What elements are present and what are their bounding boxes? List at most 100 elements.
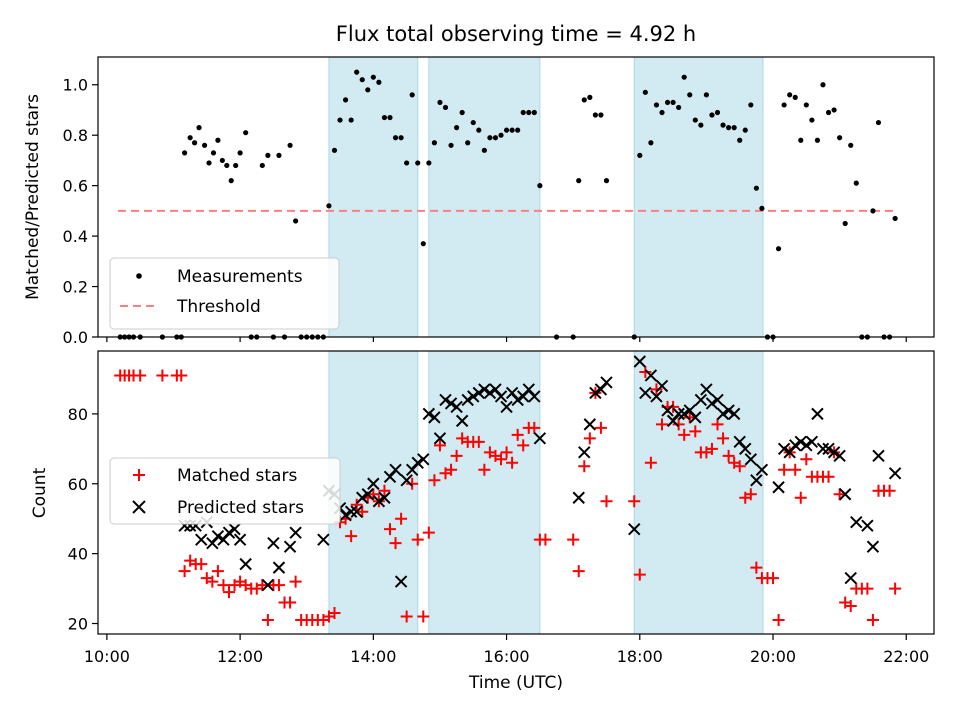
measurement-point	[670, 99, 676, 106]
predicted-star-point	[389, 463, 402, 476]
measurement-point	[537, 183, 543, 189]
measurement-point	[787, 92, 793, 98]
matched-star-point	[478, 463, 491, 476]
predicted-star-point	[428, 411, 441, 424]
predicted-star-point	[589, 386, 602, 400]
matched-star-point	[433, 439, 446, 452]
matched-star-point	[750, 561, 763, 574]
matched-star-point	[389, 537, 402, 550]
predicted-star-point	[350, 505, 363, 518]
measurement-point	[798, 137, 804, 143]
matched-star-point	[134, 369, 147, 382]
measurement-point	[637, 152, 643, 158]
predicted-star-point	[644, 369, 658, 382]
measurement-point	[509, 127, 515, 133]
matched-star-point	[428, 474, 441, 487]
predicted-star-point	[777, 442, 791, 456]
matched-star-point	[206, 575, 219, 588]
matched-star-point	[667, 400, 680, 413]
bottom-plot-marks	[114, 355, 902, 627]
matched-star-point	[822, 470, 835, 483]
predicted-star-point	[472, 386, 486, 400]
predicted-star-point	[716, 407, 730, 421]
predicted-star-point	[411, 456, 424, 470]
predicted-star-point	[356, 491, 369, 504]
predicted-star-point	[744, 453, 758, 466]
matched-star-point	[889, 582, 902, 595]
matched-star-point	[650, 383, 663, 396]
predicted-star-point	[750, 474, 763, 487]
predicted-star-point	[522, 383, 535, 396]
matched-star-point	[406, 477, 419, 490]
matched-star-point	[211, 565, 224, 578]
top-y-axis-label: Matched/Predicted stars	[23, 94, 43, 300]
predicted-star-point	[394, 575, 408, 588]
predicted-star-point	[339, 509, 352, 522]
predicted-star-point	[789, 439, 802, 452]
measurement-point	[642, 89, 648, 95]
measurement-point	[465, 140, 471, 146]
matched-star-point	[711, 418, 724, 431]
matched-star-point	[395, 512, 408, 525]
measurement-point	[201, 142, 208, 148]
measurement-point	[454, 125, 460, 131]
measurement-point	[520, 109, 526, 116]
matched-star-point	[400, 610, 413, 623]
y-tick-label: 0.8	[63, 126, 88, 145]
predicted-star-point	[405, 463, 419, 476]
predicted-star-point	[439, 393, 452, 407]
measurement-point	[196, 125, 202, 131]
predicted-star-point	[478, 383, 491, 396]
measurement-point	[753, 185, 759, 191]
measurement-point	[687, 92, 693, 98]
matched-star-point	[195, 558, 208, 571]
measurement-point	[515, 127, 521, 133]
predicted-star-point	[650, 390, 663, 403]
measurement-point	[348, 117, 354, 123]
matched-star-point	[356, 505, 369, 518]
x-tick-label: 20:00	[750, 647, 796, 666]
predicted-star-point	[361, 488, 374, 501]
matched-star-point	[861, 582, 874, 595]
observing-window	[428, 350, 541, 635]
predicted-star-point	[467, 390, 480, 403]
matched-star-point	[495, 453, 508, 466]
x-tick-label: 10:00	[84, 647, 130, 666]
matched-star-point	[567, 533, 580, 546]
predicted-star-point	[500, 400, 513, 414]
predicted-star-point	[511, 393, 524, 407]
measurement-point	[720, 122, 726, 128]
measurement-point	[692, 117, 698, 123]
legend-measurements-marker	[136, 273, 142, 279]
measurement-point	[431, 140, 437, 146]
measurement-point	[892, 215, 898, 222]
matched-star-point	[345, 530, 358, 543]
predicted-star-point	[289, 526, 302, 539]
bottom-y-axis-label: Count	[30, 467, 50, 518]
matched-star-point	[633, 568, 646, 581]
predicted-star-point	[367, 477, 380, 490]
measurement-point	[825, 109, 832, 116]
measurement-point	[803, 102, 809, 108]
measurement-point	[476, 127, 482, 133]
measurement-point	[206, 160, 212, 166]
y-tick-label: 1.0	[63, 76, 88, 95]
measurement-point	[664, 99, 671, 106]
measurement-point	[326, 203, 332, 209]
measurement-point	[587, 94, 593, 100]
x-tick-label: 16:00	[484, 647, 530, 666]
legend-matched-label: Matched stars	[177, 466, 297, 486]
measurement-point	[442, 104, 449, 111]
predicted-star-point	[833, 449, 846, 463]
matched-star-point	[628, 495, 641, 508]
y-tick-label: 60	[68, 475, 88, 494]
measurement-point	[243, 130, 249, 136]
measurement-point	[293, 218, 299, 224]
matched-star-point	[800, 453, 813, 466]
measurement-point	[191, 140, 198, 146]
predicted-star-point	[217, 533, 230, 546]
x-axis-ticks: 10:00 12:00 14:00 16:00 18:00 20:00 22:00	[84, 337, 929, 666]
observing-window	[428, 56, 541, 338]
measurement-point	[404, 160, 410, 166]
